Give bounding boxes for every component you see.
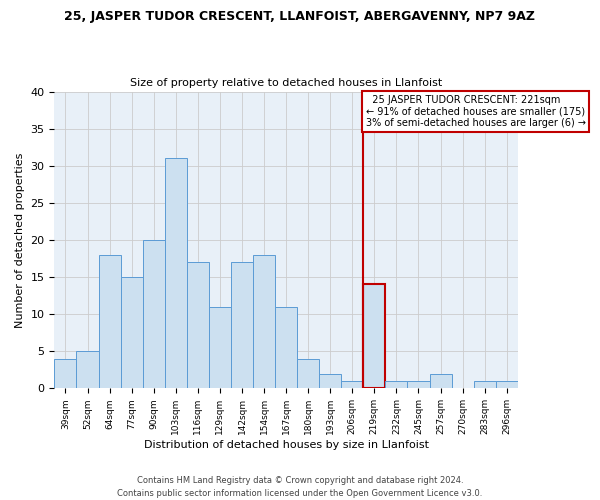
Title: Size of property relative to detached houses in Llanfoist: Size of property relative to detached ho… bbox=[130, 78, 442, 88]
Bar bbox=[473, 381, 496, 388]
Bar bbox=[496, 381, 518, 388]
Bar bbox=[253, 255, 275, 388]
Bar bbox=[98, 255, 121, 388]
Bar bbox=[121, 277, 143, 388]
Bar bbox=[430, 374, 452, 388]
Bar bbox=[209, 306, 231, 388]
Bar bbox=[341, 381, 364, 388]
Text: Contains HM Land Registry data © Crown copyright and database right 2024.
Contai: Contains HM Land Registry data © Crown c… bbox=[118, 476, 482, 498]
Bar bbox=[187, 262, 209, 388]
Bar bbox=[297, 358, 319, 388]
Bar bbox=[275, 306, 297, 388]
Bar bbox=[385, 381, 407, 388]
Bar bbox=[76, 351, 98, 389]
Bar bbox=[231, 262, 253, 388]
Bar bbox=[55, 358, 76, 388]
Bar bbox=[364, 284, 385, 389]
Text: 25, JASPER TUDOR CRESCENT, LLANFOIST, ABERGAVENNY, NP7 9AZ: 25, JASPER TUDOR CRESCENT, LLANFOIST, AB… bbox=[65, 10, 536, 23]
Bar bbox=[407, 381, 430, 388]
Text: 25 JASPER TUDOR CRESCENT: 221sqm
← 91% of detached houses are smaller (175)
3% o: 25 JASPER TUDOR CRESCENT: 221sqm ← 91% o… bbox=[365, 96, 586, 128]
X-axis label: Distribution of detached houses by size in Llanfoist: Distribution of detached houses by size … bbox=[143, 440, 428, 450]
Y-axis label: Number of detached properties: Number of detached properties bbox=[15, 152, 25, 328]
Bar bbox=[319, 374, 341, 388]
Bar bbox=[165, 158, 187, 388]
Bar bbox=[143, 240, 165, 388]
